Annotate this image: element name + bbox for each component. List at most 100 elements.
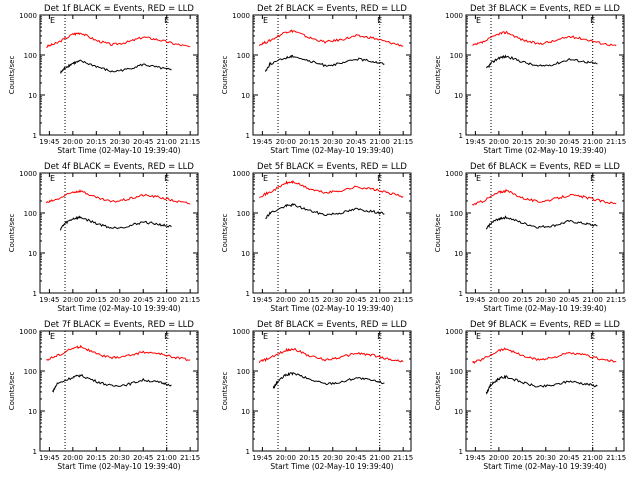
- panel-title: Det 4f BLACK = Events, RED = LLD: [44, 162, 194, 172]
- y-tick-label: 1: [33, 132, 37, 140]
- x-tick-label: 20:30: [323, 138, 343, 146]
- series-line-lld: [259, 179, 404, 198]
- panel-6: Det 6f BLACK = Events, RED = LLD E E 1 10 100…: [434, 162, 626, 313]
- event-marker-label: E: [590, 332, 595, 341]
- x-tick-label: 19:45: [252, 296, 272, 304]
- event-marker-label: E: [590, 174, 595, 183]
- x-tick-label: 19:45: [39, 454, 59, 462]
- x-tick-label: 19:45: [39, 296, 59, 304]
- panel-title: Det 3f BLACK = Events, RED = LLD: [470, 4, 620, 14]
- panel-title: Det 9f BLACK = Events, RED = LLD: [470, 320, 620, 330]
- series-line-events: [265, 203, 385, 219]
- series-line-lld: [472, 30, 617, 47]
- y-axis-label: Counts/sec: [8, 56, 16, 95]
- panel-title: Det 6f BLACK = Events, RED = LLD: [470, 162, 620, 172]
- x-tick-label: 21:15: [180, 138, 200, 146]
- y-tick-label: 1000: [445, 328, 463, 336]
- x-axis-label: Start Time (02-May-10 19:39:40): [270, 304, 393, 313]
- x-tick-label: 20:00: [63, 138, 83, 146]
- x-tick-label: 20:15: [86, 138, 106, 146]
- x-axis-label: Start Time (02-May-10 19:39:40): [483, 462, 606, 471]
- x-tick-label: 20:30: [110, 296, 130, 304]
- x-tick-label: 20:00: [276, 138, 296, 146]
- x-axis-label: Start Time (02-May-10 19:39:40): [483, 146, 606, 155]
- y-tick-label: 10: [28, 408, 37, 416]
- y-tick-label: 1000: [445, 12, 463, 20]
- y-axis-label: Counts/sec: [221, 214, 229, 253]
- event-marker-label: E: [476, 174, 481, 183]
- series-line-events: [485, 215, 598, 230]
- x-axis-label: Start Time (02-May-10 19:39:40): [270, 462, 393, 471]
- x-axis-label: Start Time (02-May-10 19:39:40): [57, 462, 180, 471]
- y-tick-label: 1: [459, 290, 463, 298]
- event-marker-label: E: [377, 174, 382, 183]
- x-tick-label: 21:00: [370, 138, 390, 146]
- x-tick-label: 19:45: [465, 454, 485, 462]
- series-line-lld: [46, 344, 191, 362]
- panel-title: Det 2f BLACK = Events, RED = LLD: [257, 4, 407, 14]
- plot-frame: [465, 330, 625, 452]
- y-tick-label: 10: [454, 408, 463, 416]
- y-tick-label: 10: [28, 250, 37, 258]
- y-tick-label: 10: [454, 250, 463, 258]
- x-tick-label: 20:30: [110, 454, 130, 462]
- x-tick-label: 20:30: [536, 296, 556, 304]
- y-tick-label: 100: [450, 52, 463, 60]
- x-tick-label: 20:00: [489, 296, 509, 304]
- x-tick-label: 21:15: [393, 296, 413, 304]
- x-tick-label: 21:00: [583, 454, 603, 462]
- x-tick-label: 20:15: [86, 296, 106, 304]
- panel-5: Det 5f BLACK = Events, RED = LLD E E 1 10 100…: [221, 162, 413, 313]
- plot-frame: [39, 330, 199, 452]
- x-tick-label: 21:00: [370, 454, 390, 462]
- x-tick-label: 20:30: [110, 138, 130, 146]
- event-marker-label: E: [164, 174, 169, 183]
- plot-frame: [39, 172, 199, 294]
- event-marker-label: E: [164, 16, 169, 25]
- y-tick-label: 1000: [19, 170, 37, 178]
- y-tick-label: 100: [450, 368, 463, 376]
- y-tick-label: 1: [33, 290, 37, 298]
- series-line-events: [486, 54, 598, 69]
- plot-frame: [252, 330, 412, 452]
- series-line-lld: [472, 347, 617, 365]
- x-tick-label: 20:30: [323, 454, 343, 462]
- plot-frame: [39, 14, 199, 136]
- x-tick-label: 20:45: [346, 138, 366, 146]
- y-tick-label: 10: [454, 92, 463, 100]
- event-marker-label: E: [476, 332, 481, 341]
- y-tick-label: 1000: [19, 12, 37, 20]
- x-axis-label: Start Time (02-May-10 19:39:40): [270, 146, 393, 155]
- x-tick-label: 20:45: [559, 454, 579, 462]
- series-line-lld: [45, 189, 191, 205]
- y-axis-label: Counts/sec: [8, 214, 16, 253]
- panel-1: Det 1f BLACK = Events, RED = LLD E E 1 10 100…: [8, 4, 200, 155]
- y-tick-label: 100: [24, 368, 37, 376]
- event-marker-label: E: [164, 332, 169, 341]
- x-axis-label: Start Time (02-May-10 19:39:40): [483, 304, 606, 313]
- y-axis-label: Counts/sec: [434, 56, 442, 95]
- x-tick-label: 21:00: [157, 454, 177, 462]
- x-tick-label: 21:15: [606, 454, 626, 462]
- x-tick-label: 20:45: [346, 454, 366, 462]
- x-tick-label: 21:15: [606, 296, 626, 304]
- x-tick-label: 20:00: [489, 454, 509, 462]
- x-tick-label: 20:45: [559, 138, 579, 146]
- x-tick-label: 19:45: [39, 138, 59, 146]
- series-line-lld: [46, 32, 191, 48]
- x-tick-label: 21:00: [370, 296, 390, 304]
- y-tick-label: 1000: [232, 12, 250, 20]
- y-tick-label: 10: [241, 408, 250, 416]
- x-tick-label: 19:45: [252, 138, 272, 146]
- y-tick-label: 1: [246, 448, 250, 456]
- panel-7: Det 7f BLACK = Events, RED = LLD E E 1 10 100…: [8, 320, 200, 471]
- x-tick-label: 20:15: [86, 454, 106, 462]
- y-tick-label: 1000: [445, 170, 463, 178]
- y-tick-label: 10: [28, 92, 37, 100]
- event-marker-label: E: [263, 174, 268, 183]
- y-tick-label: 100: [450, 210, 463, 218]
- panel-9: Det 9f BLACK = Events, RED = LLD E E 1 10 100…: [434, 320, 626, 471]
- x-tick-label: 20:45: [346, 296, 366, 304]
- event-marker-label: E: [590, 16, 595, 25]
